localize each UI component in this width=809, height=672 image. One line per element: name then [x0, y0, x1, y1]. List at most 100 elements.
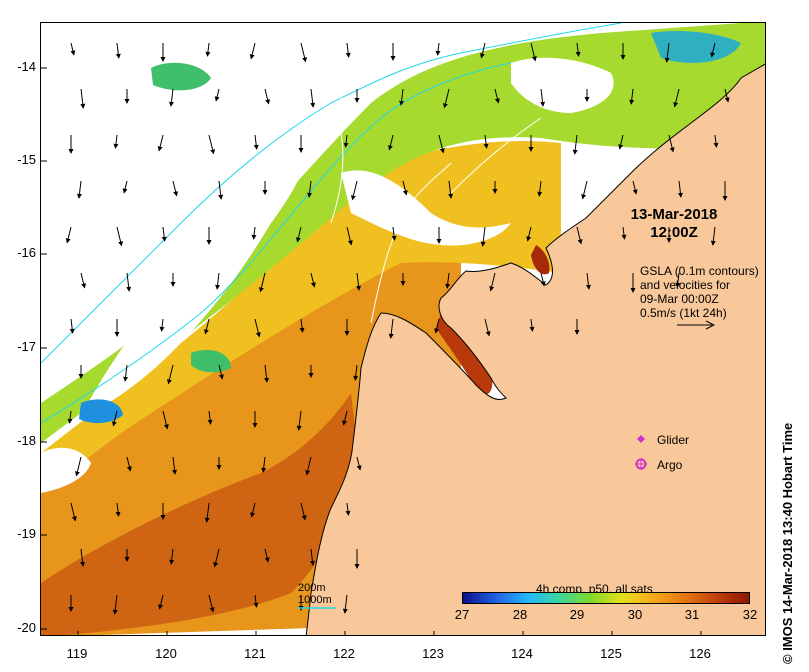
velocity-arrow: [307, 180, 313, 198]
velocity-arrow: [207, 410, 213, 425]
lon-tick-label: 123: [422, 646, 444, 661]
velocity-arrow: [489, 272, 496, 292]
velocity-arrow: [677, 180, 683, 198]
velocity-arrow: [167, 364, 174, 385]
velocity-arrow: [575, 42, 581, 57]
sst-patch-w2: [191, 349, 231, 373]
gsla-note-line: 09-Mar 00:00Z: [640, 292, 719, 306]
gsla-note-line: 0.5m/s (1kt 24h): [640, 306, 727, 320]
velocity-arrow: [76, 180, 82, 199]
sst-patch-nw: [151, 62, 211, 91]
velocity-arrow: [112, 594, 118, 615]
velocity-arrow: [351, 180, 358, 201]
velocity-arrow: [253, 134, 259, 150]
velocity-arrow: [214, 88, 220, 102]
velocity-arrow: [713, 134, 719, 148]
velocity-arrow: [581, 180, 588, 200]
lon-tick-label: 126: [689, 646, 711, 661]
sst-colorbar: [462, 592, 750, 604]
velocity-arrow: [356, 456, 362, 471]
velocity-arrow: [618, 134, 624, 150]
lon-tick-label: 121: [244, 646, 266, 661]
velocity-arrow: [310, 88, 316, 108]
velocity-arrow: [75, 456, 82, 477]
colorbar-tick: 28: [512, 607, 528, 622]
land-australia: [305, 63, 765, 635]
velocity-arrow: [300, 502, 307, 521]
sst-gulf-hot: [436, 313, 493, 395]
velocity-arrow: [346, 226, 353, 246]
velocity-arrow: [65, 226, 72, 244]
gsla-contour-3: [330, 42, 352, 224]
gsla-note: GSLA (0.1m contours) and velocities for …: [640, 264, 759, 320]
sst-bay-hot: [531, 245, 550, 275]
velocity-arrow: [342, 594, 348, 614]
isobath-legend-line-icon: [298, 607, 336, 609]
velocity-arrow: [443, 88, 450, 109]
velocity-arrows: [65, 42, 730, 615]
isobath-1000m: [41, 62, 512, 424]
cloud-gap-central: [81, 113, 310, 418]
velocity-arrow: [126, 272, 132, 292]
velocity-arrow: [356, 272, 362, 291]
velocity-arrow: [448, 180, 454, 199]
velocity-arrow: [345, 42, 351, 58]
colorbar-tick: 31: [684, 607, 700, 622]
velocity-arrow: [664, 42, 670, 63]
colorbar-tick: 30: [627, 607, 643, 622]
velocity-scale-arrow-icon: [677, 320, 716, 330]
velocity-arrow: [435, 42, 441, 56]
lat-tick-label: -14: [17, 59, 36, 74]
velocity-arrow: [158, 594, 164, 610]
velocity-arrow: [159, 318, 165, 332]
timestamp-date: 13-Mar-2018: [630, 206, 718, 223]
velocity-arrow: [218, 364, 224, 380]
velocity-arrow: [172, 456, 178, 475]
velocity-arrow: [529, 318, 535, 332]
velocity-arrow: [259, 272, 266, 293]
velocity-arrow: [710, 42, 716, 58]
velocity-arrow: [168, 88, 174, 107]
colorbar-tick: 29: [569, 607, 585, 622]
velocity-arrow: [675, 272, 681, 288]
velocity-arrow: [391, 226, 397, 241]
sst-hot-coast: [41, 393, 361, 635]
velocity-arrow: [445, 272, 451, 289]
velocity-arrow: [632, 180, 638, 195]
cloud-gap-mid: [341, 170, 511, 246]
isobath-200m: [41, 23, 622, 364]
velocity-arrow: [299, 318, 305, 333]
velocity-arrow: [388, 318, 394, 339]
velocity-arrow: [345, 502, 351, 516]
sst-patch-w: [79, 399, 123, 424]
map-area[interactable]: [40, 22, 766, 636]
velocity-arrow: [205, 42, 211, 57]
velocity-arrow: [116, 226, 123, 247]
velocity-arrow: [483, 134, 489, 149]
velocity-arrow: [169, 548, 175, 565]
colorbar-tick: 27: [454, 607, 470, 622]
lat-tick-label: -20: [17, 620, 36, 635]
lat-tick-label: -15: [17, 152, 36, 167]
velocity-arrow: [300, 42, 307, 63]
lon-tick-label: 119: [66, 646, 88, 661]
velocity-arrow: [343, 134, 349, 148]
lon-tick-label: 122: [333, 646, 355, 661]
lon-tick-label: 124: [511, 646, 533, 661]
velocity-arrow: [724, 88, 730, 103]
glider-marker-icon: [637, 435, 645, 443]
velocity-arrow: [484, 318, 491, 337]
velocity-arrow: [309, 548, 315, 566]
velocity-arrow: [387, 134, 394, 151]
velocity-arrow: [123, 364, 129, 382]
timestamp-time: 12:00Z: [650, 224, 698, 241]
velocity-arrow: [295, 226, 302, 243]
velocity-arrow: [250, 502, 256, 518]
map-timestamp: 13-Mar-2018 12:00Z: [614, 206, 734, 242]
velocity-arrow: [668, 134, 675, 153]
velocity-arrow: [673, 88, 680, 108]
velocity-arrow: [213, 548, 220, 568]
velocity-arrow: [80, 548, 86, 567]
velocity-arrow: [122, 180, 128, 194]
